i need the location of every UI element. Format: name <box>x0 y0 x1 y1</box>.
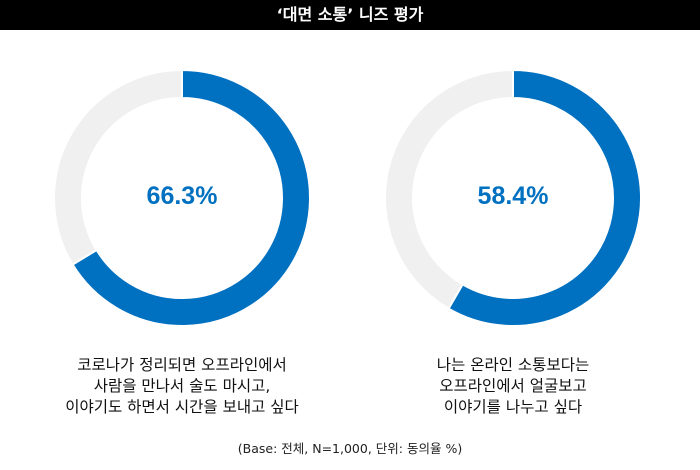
donut-2-value-slice <box>447 68 642 327</box>
caption-line: 이야기를 나누고 싶다 <box>443 398 583 416</box>
caption-line: 오프라인에서 얼굴보고 <box>439 377 587 395</box>
caption-line: 사람을 만나서 술도 마시고, <box>93 377 271 395</box>
donut-1-value-slice <box>71 68 311 327</box>
donut-1-caption: 코로나가 정리되면 오프라인에서 사람을 만나서 술도 마시고, 이야기도 하면… <box>17 355 347 418</box>
caption-line: 이야기도 하면서 시간을 보내고 싶다 <box>65 398 299 416</box>
donut-2-remainder-slice <box>384 68 514 310</box>
donut-2-caption: 나는 온라인 소통보다는 오프라인에서 얼굴보고 이야기를 나누고 싶다 <box>348 355 678 418</box>
donut-1-remainder-slice <box>53 68 183 266</box>
chart-footnote: (Base: 전체, N=1,000, 단위: 동의율 %) <box>237 441 463 456</box>
caption-line: 코로나가 정리되면 오프라인에서 <box>77 356 287 374</box>
donut-2-value-label: 58.4% <box>477 182 549 210</box>
chart-title: ‘대면 소통’ 니즈 평가 <box>0 0 700 30</box>
caption-line: 나는 온라인 소통보다는 <box>436 356 590 374</box>
donut-1-value-label: 66.3% <box>146 182 218 210</box>
